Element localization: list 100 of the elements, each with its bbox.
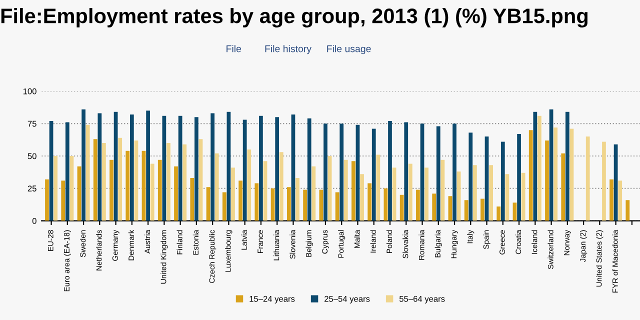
bar [408,164,412,221]
bar [368,183,372,221]
bar [528,130,533,221]
bar [448,196,452,221]
bar [416,190,420,221]
bar [110,160,114,221]
bar [561,153,566,221]
bar [533,112,538,221]
bar [324,124,328,221]
bar [545,140,549,221]
bar [130,114,134,221]
bar [65,122,70,221]
bar [93,139,98,221]
bar [70,156,74,221]
bar [142,150,146,221]
bar [517,134,521,221]
bar [610,179,614,221]
bar [231,168,235,221]
bar [126,150,130,221]
bar [404,122,408,221]
bar [328,156,332,221]
bar [360,174,364,221]
text: File history [265,45,312,54]
y-tick-label: 50 [28,153,36,160]
bar [456,172,461,221]
bar [452,124,456,221]
bar [512,202,517,221]
bar [291,114,296,221]
bar [162,116,166,221]
bar [158,160,162,221]
bar [118,138,122,221]
y-tick-label: 100 [23,88,36,94]
bar [424,168,428,221]
bar [61,180,66,221]
bar [388,121,392,221]
bar [263,161,268,221]
bar [166,143,170,221]
text: File [226,45,241,52]
bar [150,164,154,221]
bar [500,142,505,221]
bar [538,116,542,221]
chart-title: File:Employment rates by age group, 2013 (1) (%) YB15.png [1,8,588,28]
bar [468,132,473,221]
bar [242,120,247,221]
bar [352,161,356,221]
bar [286,187,291,221]
legend-label: 55–64 years [399,296,445,304]
bar [86,124,90,221]
bar [190,178,194,221]
bar [400,194,404,221]
bar [275,117,280,221]
bar [146,110,150,221]
bar [77,166,82,221]
bar [174,166,178,221]
bar [222,192,226,221]
bar [198,139,203,221]
bar [372,128,376,221]
bar [440,160,445,221]
bar [376,154,380,221]
bar [102,143,106,221]
bar [279,152,284,221]
bar [259,116,263,221]
bar [496,206,501,221]
bar [549,109,554,221]
bar [214,153,219,221]
bar [420,124,424,221]
bar [206,187,210,221]
bar [45,179,49,221]
bar [319,190,324,221]
y-tick-label: 25 [28,186,36,192]
bar [614,144,618,221]
bar [303,190,307,221]
bar [586,136,590,221]
bar [134,140,138,221]
y-tick-label: 0 [32,218,36,224]
legend-label: 15–24 years [250,296,295,304]
bar [626,200,630,221]
bar [194,117,198,221]
bar [114,112,118,221]
bar [49,121,54,221]
bar [473,165,477,221]
bar [489,165,494,221]
legend-label: 25–54 years [324,296,370,304]
bar [554,127,558,221]
bar [344,160,348,221]
bar [392,168,396,221]
bar [238,180,242,221]
bar [247,150,252,221]
bar [356,124,360,221]
bar [296,178,300,221]
bar [565,112,570,221]
bar [82,109,86,221]
bar [436,126,440,221]
bar [570,128,574,221]
bar [464,200,468,221]
bar [505,174,510,221]
bar [226,112,231,221]
bar [521,172,526,221]
text: File usage [327,45,371,54]
y-tick-label: 75 [28,120,36,127]
